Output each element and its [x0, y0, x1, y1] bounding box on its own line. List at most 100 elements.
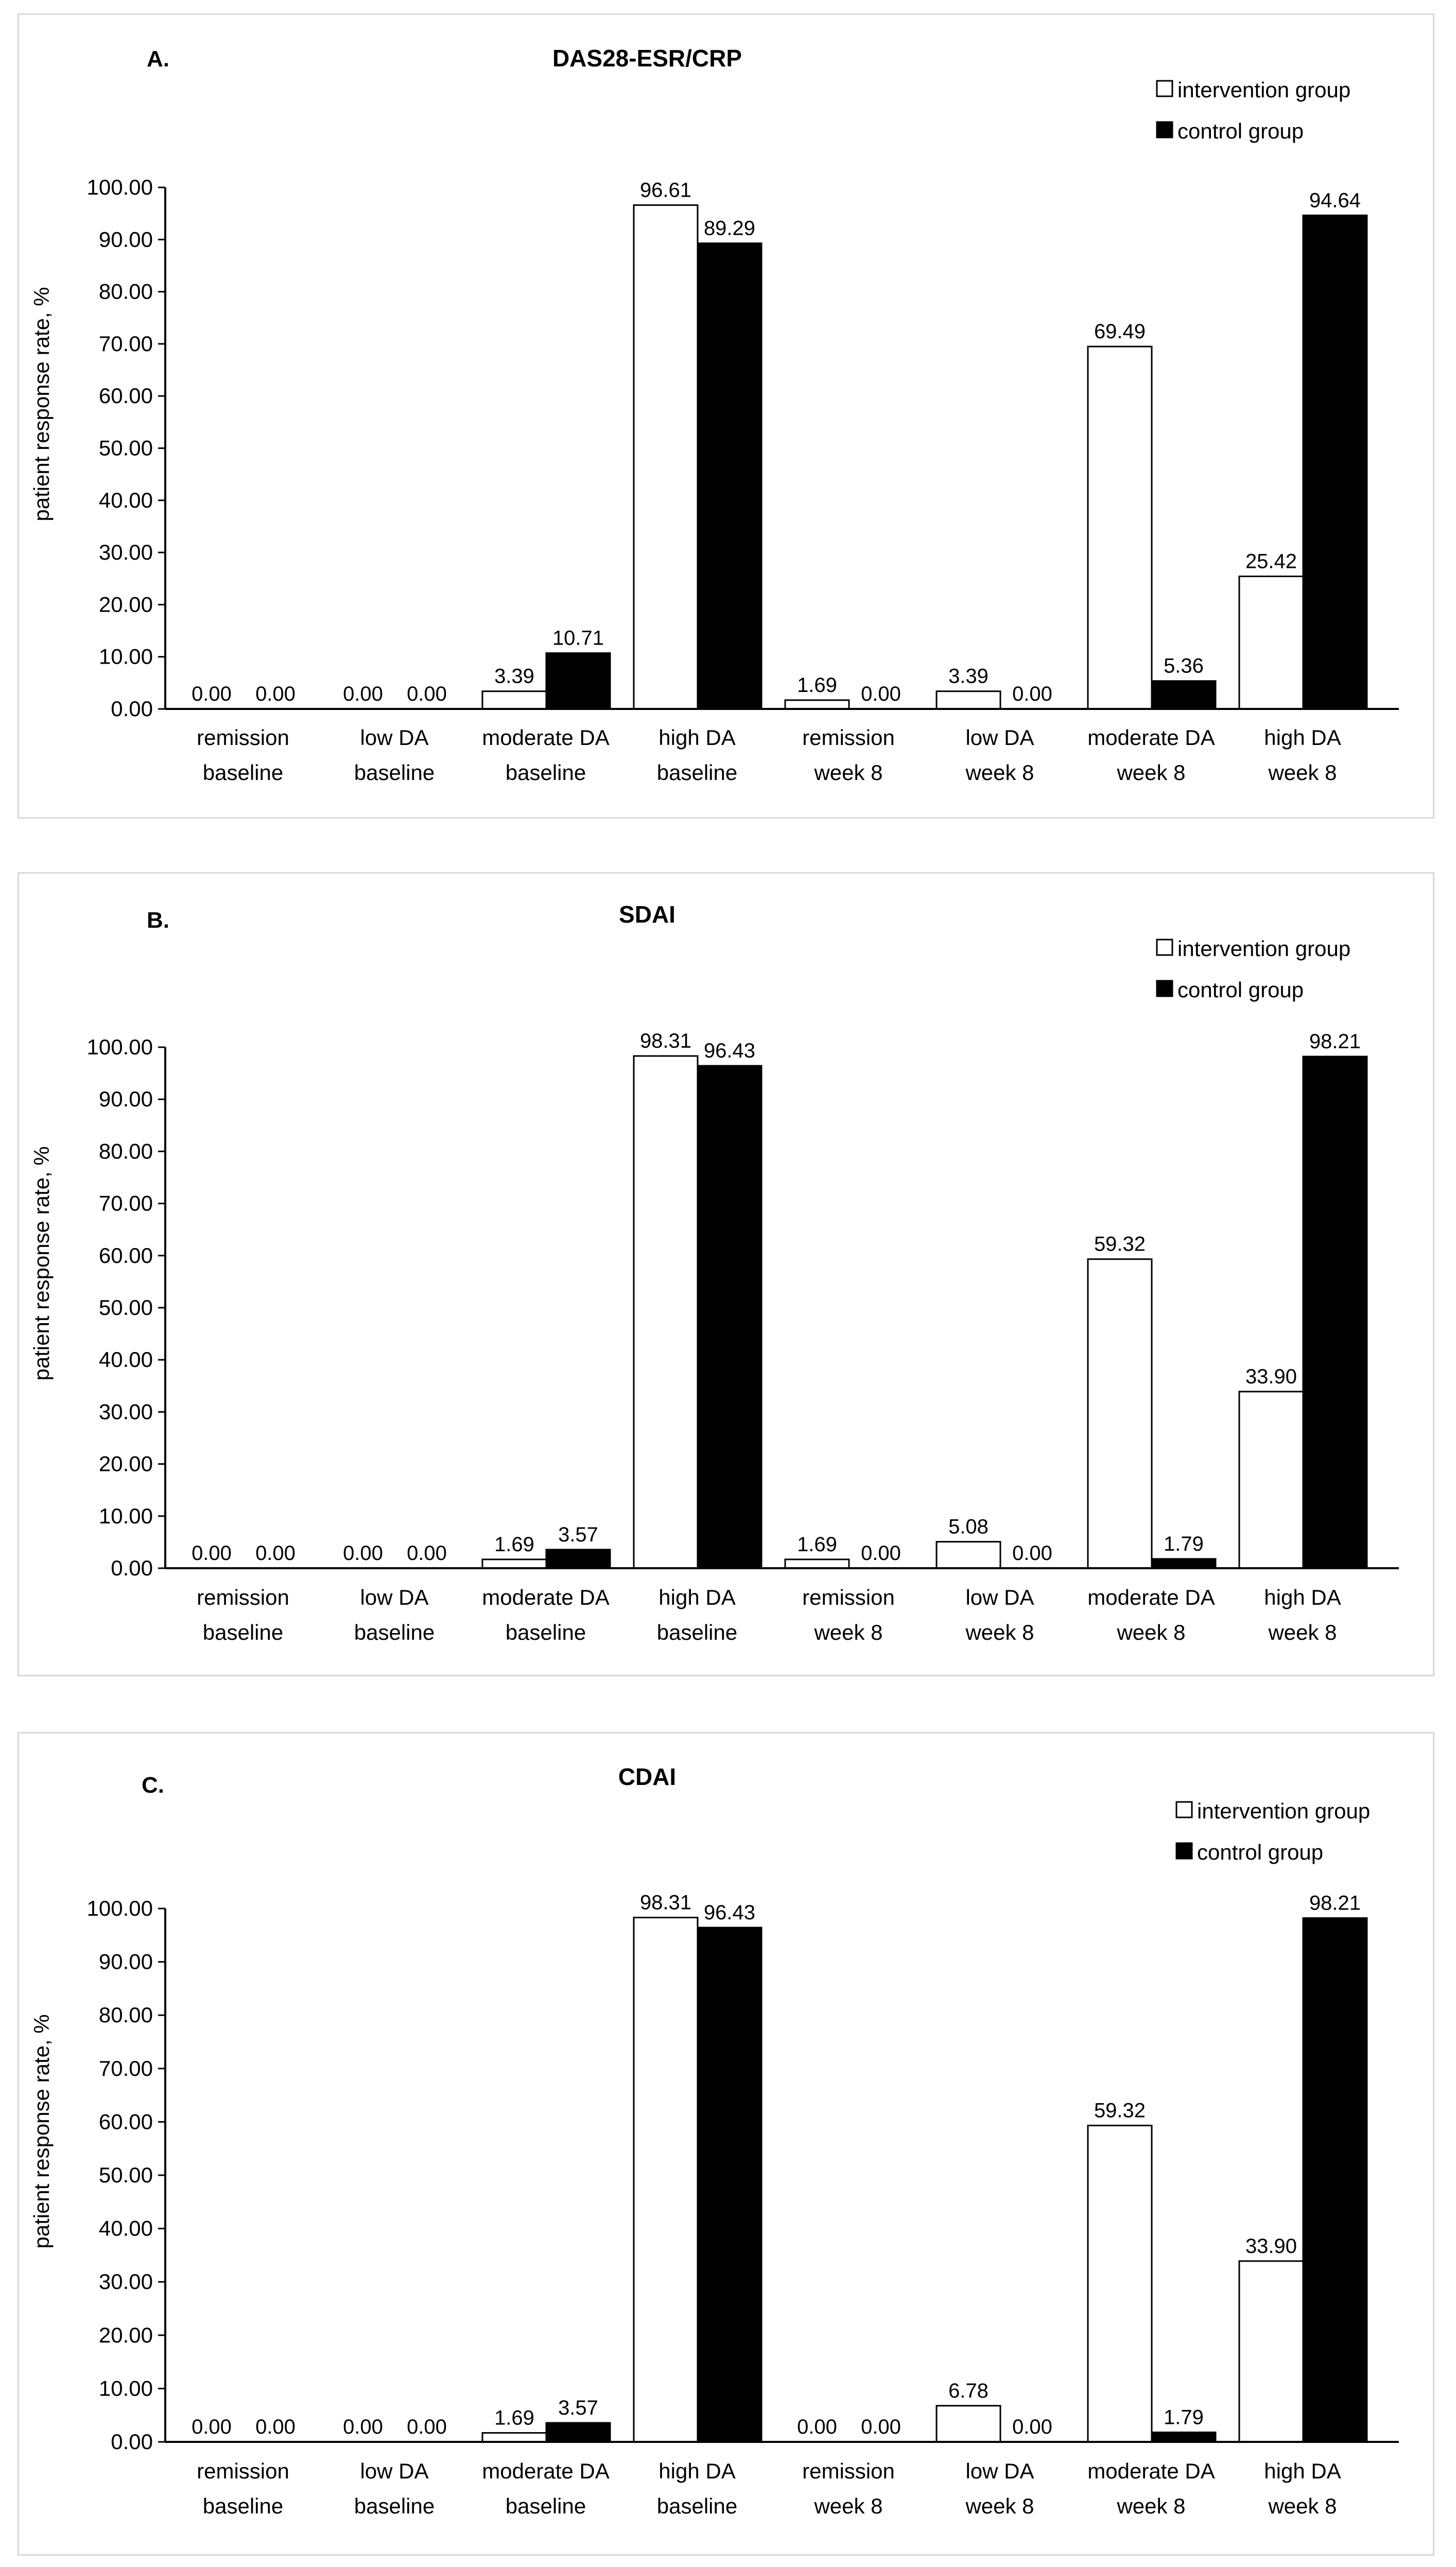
data-label: 0.00	[1012, 683, 1052, 705]
x-category-sublabel: week 8	[1268, 2494, 1337, 2518]
x-category-label: moderate DA	[1087, 2459, 1215, 2483]
x-category-sublabel: week 8	[813, 1620, 882, 1644]
x-category-sublabel: week 8	[1116, 760, 1185, 785]
x-category-sublabel: week 8	[1116, 1620, 1185, 1644]
bar-control	[697, 242, 762, 710]
legend-label-intervention: intervention group	[1177, 936, 1350, 961]
data-label: 0.00	[861, 2416, 901, 2438]
legend-swatch-control	[1175, 1842, 1193, 1860]
bar-intervention	[1087, 1258, 1153, 1569]
data-label: 0.00	[343, 2416, 383, 2438]
bar-intervention	[633, 204, 699, 710]
data-label: 96.61	[640, 179, 691, 201]
x-category-label: remission	[197, 2459, 289, 2483]
panel-letter: B.	[147, 908, 169, 933]
legend-swatch-intervention	[1175, 1801, 1193, 1818]
y-tick-label: 90.00	[99, 1950, 153, 1974]
y-tick-label: 70.00	[99, 1191, 153, 1216]
y-tick-label: 0.00	[111, 697, 153, 721]
chart-panel-a: A. DAS28-ESR/CRP intervention group control…	[18, 13, 1434, 819]
data-label: 10.71	[552, 627, 604, 650]
bar-control	[1151, 2431, 1217, 2443]
data-label: 0.00	[192, 683, 232, 705]
x-category-label: high DA	[658, 1585, 735, 1609]
x-category-sublabel: baseline	[203, 760, 283, 785]
x-category-sublabel: week 8	[965, 760, 1034, 785]
y-tick-label: 0.00	[111, 1556, 153, 1580]
legend-swatch-intervention	[1156, 80, 1173, 97]
x-category-sublabel: week 8	[1268, 760, 1337, 785]
data-label: 3.57	[558, 1523, 598, 1546]
x-category-sublabel: baseline	[203, 2494, 283, 2518]
bar-control	[1302, 214, 1368, 710]
data-label: 3.39	[494, 665, 534, 688]
legend-swatch-control	[1156, 980, 1173, 997]
x-category-label: high DA	[1264, 2459, 1341, 2483]
bar-control	[697, 1927, 762, 2443]
y-tick-label: 90.00	[99, 227, 153, 251]
chart-panel-c: C. CDAI intervention group control group 0.0…	[18, 1732, 1434, 2556]
x-category-label: low DA	[965, 725, 1034, 750]
data-label: 0.00	[192, 1542, 232, 1565]
chart-title: CDAI	[618, 1763, 676, 1790]
data-label: 59.32	[1094, 1233, 1146, 1256]
x-category-sublabel: baseline	[657, 1620, 737, 1644]
x-category-label: low DA	[360, 725, 428, 750]
panel-letter: C.	[142, 1773, 164, 1798]
data-label: 89.29	[704, 217, 755, 239]
data-label: 0.00	[255, 683, 296, 705]
bar-intervention	[481, 690, 547, 710]
x-category-sublabel: baseline	[203, 1620, 283, 1644]
bar-control	[1302, 1055, 1368, 1569]
data-label: 0.00	[407, 1542, 447, 1565]
x-category-label: moderate DA	[482, 1585, 609, 1609]
data-label: 0.00	[255, 2416, 296, 2438]
x-category-sublabel: baseline	[506, 760, 586, 785]
bar-control	[1302, 1917, 1368, 2443]
x-category-label: moderate DA	[482, 2459, 609, 2483]
y-tick-label: 40.00	[99, 1347, 153, 1372]
data-label: 94.64	[1309, 189, 1361, 212]
data-label: 6.78	[948, 2380, 989, 2402]
y-tick-label: 40.00	[99, 2216, 153, 2241]
bar-control	[1151, 680, 1217, 710]
panel-letter: A.	[147, 46, 169, 72]
y-tick-label: 60.00	[99, 384, 153, 408]
y-tick-label: 70.00	[99, 332, 153, 356]
y-tick-label: 80.00	[99, 1139, 153, 1163]
legend-label-control: control group	[1177, 119, 1304, 143]
chart-title: SDAI	[619, 901, 675, 928]
bar-control	[1151, 1558, 1217, 1569]
x-category-label: low DA	[965, 2459, 1034, 2483]
x-category-label: remission	[802, 2459, 895, 2483]
legend-swatch-control	[1156, 121, 1173, 138]
y-tick-label: 70.00	[99, 2056, 153, 2080]
data-label: 0.00	[407, 2416, 447, 2438]
y-tick-label: 80.00	[99, 280, 153, 304]
y-tick-label: 50.00	[99, 2163, 153, 2187]
y-tick-label: 100.00	[87, 1035, 153, 1059]
bar-control	[545, 2422, 611, 2443]
bar-intervention	[784, 699, 850, 710]
data-label: 98.21	[1309, 1030, 1361, 1053]
data-label: 1.79	[1164, 2406, 1204, 2429]
y-tick-label: 50.00	[99, 436, 153, 460]
y-tick-label: 30.00	[99, 2269, 153, 2294]
bar-control	[545, 1549, 611, 1569]
data-label: 33.90	[1245, 1365, 1297, 1388]
data-label: 96.43	[704, 1039, 755, 1062]
bar-intervention	[633, 1917, 699, 2443]
data-label: 3.39	[948, 665, 989, 688]
y-tick-label: 10.00	[99, 1504, 153, 1528]
x-category-label: high DA	[658, 725, 735, 750]
bar-intervention	[935, 1541, 1001, 1569]
data-label: 1.69	[797, 674, 837, 697]
x-category-sublabel: week 8	[965, 1620, 1034, 1644]
bar-intervention	[1087, 345, 1153, 710]
data-label: 98.21	[1309, 1892, 1361, 1915]
bar-intervention	[935, 2405, 1001, 2443]
data-label: 0.00	[797, 2416, 837, 2438]
bar-intervention	[1087, 2124, 1153, 2443]
x-category-sublabel: baseline	[354, 760, 435, 785]
x-category-label: high DA	[1264, 725, 1341, 750]
